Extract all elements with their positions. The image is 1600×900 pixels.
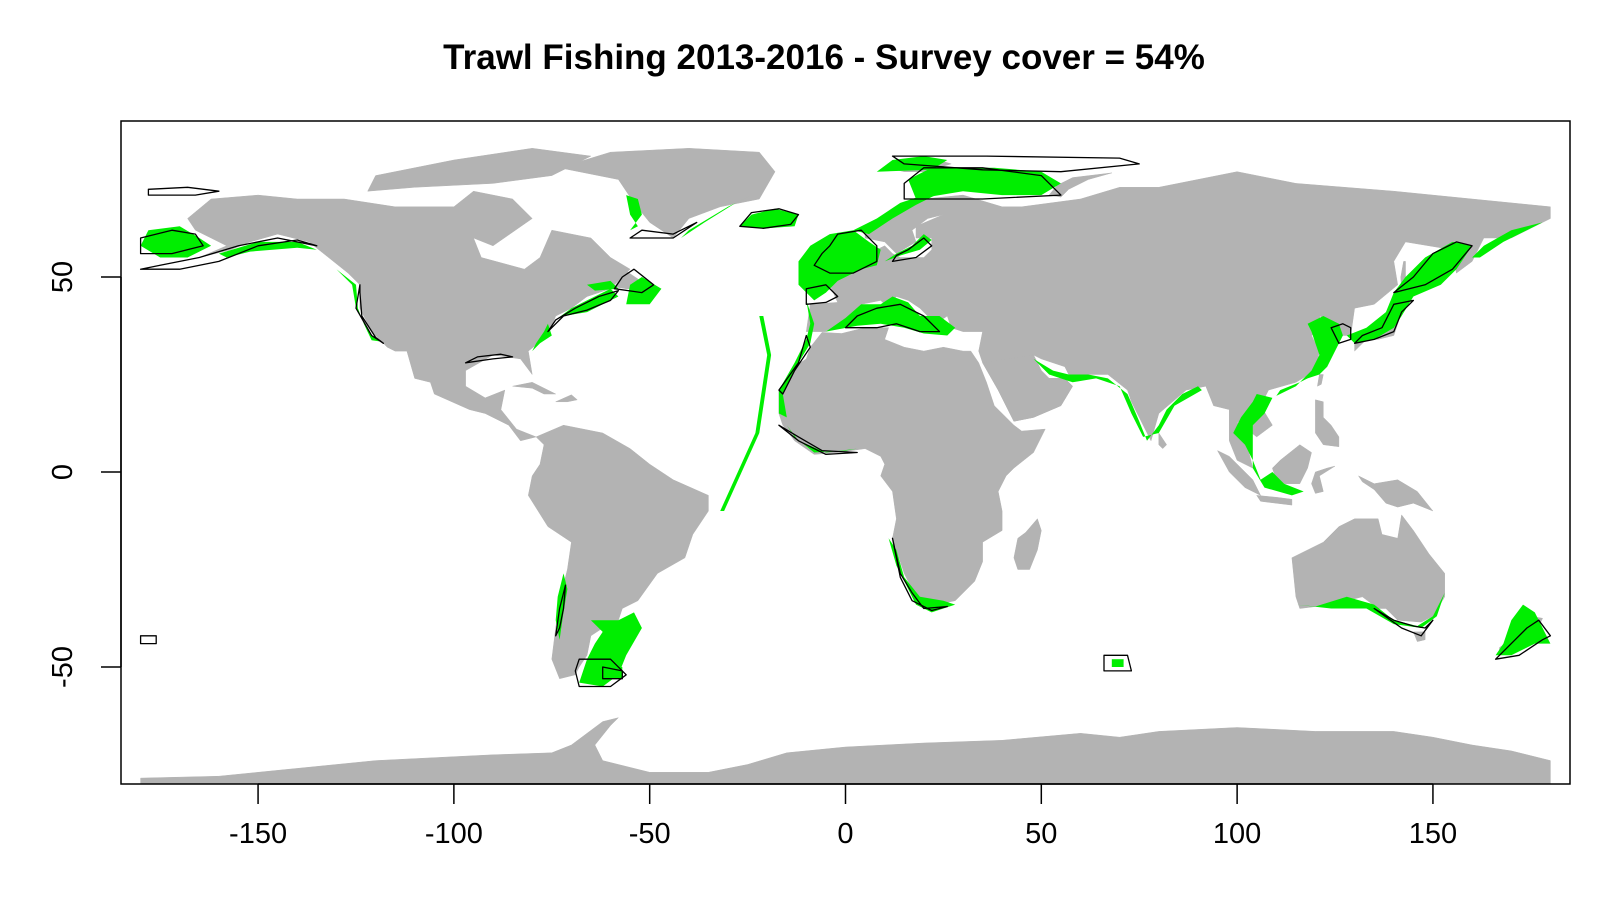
gulf-of-alaska-fishing-area bbox=[218, 241, 317, 258]
guinea-survey-survey-outline bbox=[778, 424, 858, 456]
antarctica-land bbox=[140, 717, 1551, 784]
barents-survey-survey-outline bbox=[903, 167, 1062, 200]
greenland-land bbox=[559, 148, 776, 239]
patagonia-survey-survey-outline bbox=[574, 658, 627, 688]
greenland-survey-survey-outline bbox=[629, 221, 698, 239]
australia-survey-survey-outline bbox=[1373, 607, 1434, 637]
gulf-of-guinea-fishing-area bbox=[786, 425, 858, 453]
x-tick-label: 100 bbox=[1213, 818, 1261, 850]
y-tick-label: -50 bbox=[47, 646, 79, 688]
mediterranean-fishing-area bbox=[825, 296, 956, 336]
gulf-of-maine-scotian-shelf-fishing-area bbox=[555, 288, 619, 320]
cuba-land bbox=[512, 382, 556, 395]
okhotsk-survey-survey-outline bbox=[1393, 241, 1473, 294]
mediterranean-survey-survey-outline bbox=[844, 303, 941, 333]
sulawesi-land bbox=[1311, 465, 1336, 494]
hawaii-survey-survey-outline bbox=[139, 635, 157, 645]
north-america-land bbox=[187, 190, 631, 442]
x-tick-label: 0 bbox=[837, 818, 853, 850]
iceland-shelf-fishing-area bbox=[739, 208, 799, 229]
x-tick-label: -150 bbox=[229, 818, 287, 850]
philippines-land bbox=[1315, 399, 1340, 447]
sumatra-land bbox=[1217, 450, 1261, 496]
gulf-of-st-lawrence-fishing-area bbox=[587, 280, 619, 291]
java-land bbox=[1256, 495, 1293, 506]
us-east-coast-fishing-area bbox=[532, 323, 552, 352]
patagonian-shelf-fishing-area bbox=[579, 612, 642, 687]
land-layer bbox=[140, 148, 1551, 784]
australia-south-fishing-area bbox=[1295, 592, 1445, 628]
bay-of-biscay-survey-survey-outline bbox=[805, 284, 839, 305]
chart-title: Trawl Fishing 2013-2016 - Survey cover =… bbox=[443, 38, 1205, 77]
falklands-survey-survey-outline bbox=[602, 666, 623, 680]
persian-gulf-arabian-sea-fishing-area bbox=[1033, 358, 1202, 441]
yellow-sea-east-china-sea-fishing-area bbox=[1276, 316, 1343, 396]
kerguelen-fishing-area bbox=[1111, 659, 1124, 667]
morocco-survey-survey-outline bbox=[778, 334, 811, 395]
south-america-land bbox=[528, 424, 709, 679]
taiwan-land bbox=[1317, 374, 1324, 387]
kerguelen-survey-survey-outline bbox=[1103, 654, 1133, 672]
southeast-asia-shelf-fishing-area bbox=[1233, 394, 1304, 496]
aleutians-survey-survey-outline bbox=[139, 237, 318, 270]
madagascar-land bbox=[1013, 518, 1042, 570]
x-axis: -150 -100 -50 0 50 100 150 bbox=[229, 783, 1457, 850]
baltic-survey-survey-outline bbox=[891, 237, 933, 263]
africa-land bbox=[778, 327, 1046, 607]
iberian-nw-africa-fishing-area bbox=[778, 300, 815, 418]
new-zealand-survey-survey-outline bbox=[1494, 619, 1552, 660]
x-tick-label: 150 bbox=[1409, 818, 1457, 850]
sea-of-japan-okhotsk-fishing-area bbox=[1346, 241, 1473, 344]
chukchi-survey-survey-outline bbox=[147, 186, 220, 196]
arabian-peninsula-land bbox=[982, 354, 1073, 422]
canadian-arctic-islands-land bbox=[367, 148, 592, 192]
greenland-west-fishing-area bbox=[626, 195, 642, 231]
survey-layer bbox=[139, 155, 1552, 688]
hispaniola-land bbox=[555, 394, 578, 403]
atlantic-trawl-tracks-fishing-area bbox=[720, 316, 772, 511]
korea-survey-survey-outline bbox=[1330, 323, 1352, 344]
japan-survey-survey-outline bbox=[1353, 299, 1415, 344]
y-axis: 50 0 -50 bbox=[47, 261, 122, 688]
new-guinea-land bbox=[1358, 475, 1434, 512]
north-sea-atlantic-europe-fishing-area bbox=[798, 230, 881, 301]
x-tick-label: 50 bbox=[1025, 818, 1057, 850]
benguela-survey-survey-outline bbox=[891, 537, 948, 612]
west-coast-survey-survey-outline bbox=[355, 284, 385, 344]
north-sea-survey-survey-outline bbox=[813, 229, 878, 274]
barents-sea-fishing-area bbox=[908, 167, 1061, 199]
northeast-us-survey-survey-outline bbox=[547, 289, 620, 333]
x-tick-label: -50 bbox=[629, 818, 671, 850]
y-tick-label: 0 bbox=[47, 464, 79, 480]
borneo-sri-lanka-land bbox=[1158, 432, 1167, 449]
chile-survey-survey-outline bbox=[555, 584, 567, 637]
arctic-polygon-survey-outline bbox=[891, 155, 1140, 173]
newfoundland-survey-survey-outline bbox=[613, 268, 655, 294]
y-tick-label: 50 bbox=[47, 261, 79, 293]
norwegian-shelf-fishing-area bbox=[853, 193, 940, 235]
kamchatka-east-fishing-area bbox=[1472, 218, 1551, 258]
x-tick-label: -100 bbox=[425, 818, 483, 850]
iceland-survey-survey-outline bbox=[739, 208, 800, 229]
gulf-of-mexico-survey-survey-outline bbox=[464, 353, 514, 364]
new-zealand-shelf-fishing-area bbox=[1495, 604, 1551, 656]
bering-sea-survey-survey-outline bbox=[139, 229, 204, 255]
borneo-land bbox=[1272, 444, 1312, 484]
